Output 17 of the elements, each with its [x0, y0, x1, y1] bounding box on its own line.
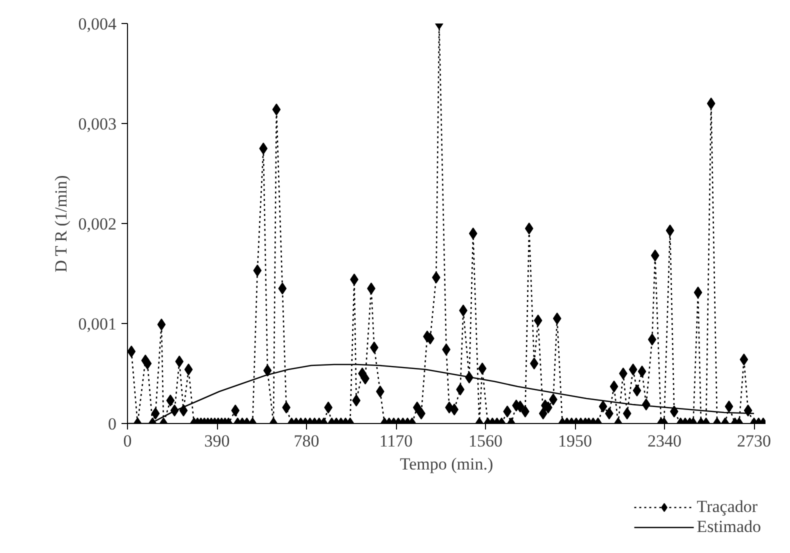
y-tick-label: 0,003 [78, 114, 116, 134]
x-tick-label: 0 [123, 432, 132, 450]
x-tick-label: 1950 [558, 432, 592, 450]
y-tick-label: 0 [108, 414, 116, 434]
y-axis-title: D T R (1/min) [51, 175, 70, 272]
x-tick-label: 2730 [737, 432, 772, 450]
legend-label: Estimado [696, 517, 761, 537]
x-tick-label: 1170 [379, 432, 413, 450]
x-tick-label: 2340 [648, 432, 682, 450]
x-tick-label: 390 [204, 432, 230, 450]
y-tick-label: 0,001 [78, 314, 116, 334]
y-tick-label: 0,002 [78, 214, 116, 234]
x-tick-label: 1560 [468, 432, 503, 450]
x-tick-label: 780 [294, 432, 320, 450]
x-axis-title: Tempo (min.) [400, 454, 494, 474]
y-tick-label: 0,004 [78, 14, 117, 34]
legend-label: Traçador [696, 497, 758, 517]
